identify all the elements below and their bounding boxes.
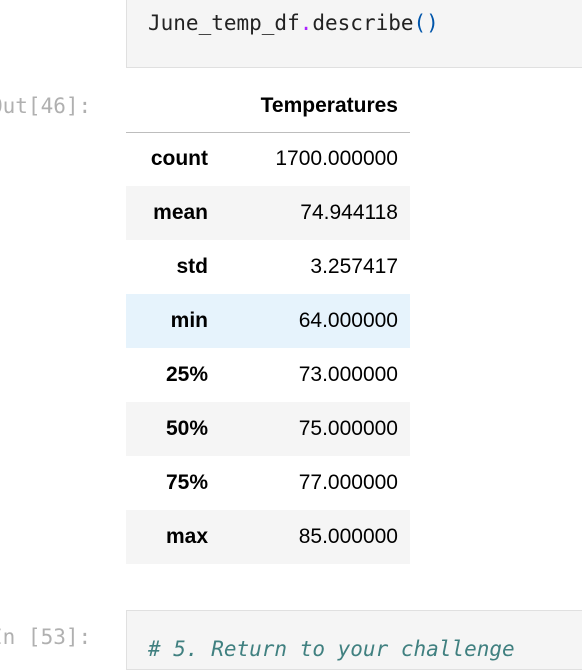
row-value: 77.000000 [298, 471, 398, 494]
table-row: min 64.000000 [126, 294, 410, 348]
table-row: 25% 73.000000 [126, 348, 410, 402]
row-index-label: 50% [165, 417, 208, 440]
code-variable: June_temp_df [148, 11, 300, 35]
row-index-label: min [170, 309, 208, 332]
output-prompt: Out[46]: [0, 94, 92, 118]
table-header-row: Temperatures [126, 80, 410, 133]
code-method: describe [312, 11, 414, 35]
code-cell-next[interactable]: # 5. Return to your challenge [126, 610, 582, 670]
row-value: 64.000000 [298, 309, 398, 332]
code-comment-line: # 5. Return to your challenge [148, 637, 515, 661]
index-header [126, 80, 220, 133]
row-index-label: std [176, 255, 209, 278]
row-value: 75.000000 [298, 417, 398, 440]
column-header-temperatures: Temperatures [220, 80, 410, 133]
code-cell-describe[interactable]: # ... June_temp_df.describe() [126, 0, 582, 68]
row-index-label: 25% [165, 363, 208, 386]
table-row: 50% 75.000000 [126, 402, 410, 456]
code-parens: () [413, 11, 439, 35]
table-row: mean 74.944118 [126, 186, 410, 240]
describe-dataframe-table: Temperatures count 1700.000000 mean 74.9441… [126, 80, 410, 564]
row-index-label: 75% [165, 471, 208, 494]
table-row: max 85.000000 [126, 510, 410, 564]
row-index-label: max [165, 525, 208, 548]
code-line: June_temp_df.describe() [148, 11, 439, 35]
table-row: 75% 77.000000 [126, 456, 410, 510]
row-value: 73.000000 [298, 363, 398, 386]
row-value: 74.944118 [300, 201, 398, 224]
table-row: count 1700.000000 [126, 132, 410, 186]
row-value: 3.257417 [310, 255, 398, 278]
input-prompt: In [53]: [0, 625, 92, 649]
code-comment-line: # ... [148, 0, 211, 5]
table-row: std 3.257417 [126, 240, 410, 294]
row-index-label: count [150, 147, 208, 171]
row-value: 1700.000000 [275, 147, 398, 171]
code-dot-operator: . [299, 11, 313, 35]
row-value: 85.000000 [298, 525, 398, 548]
row-index-label: mean [153, 201, 208, 224]
